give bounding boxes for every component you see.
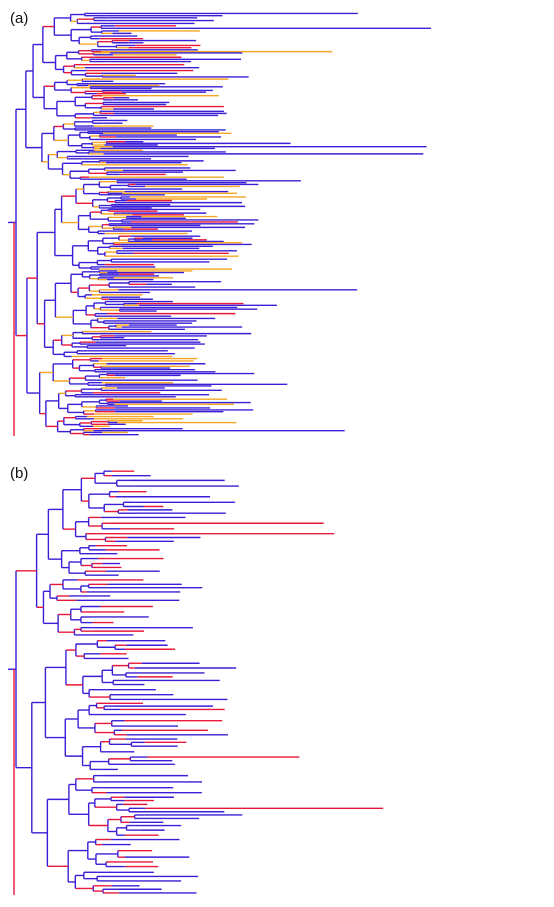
tree-panel-b: (b) bbox=[0, 455, 554, 907]
phylogenetic-tree-b bbox=[8, 470, 384, 895]
phylogenetic-tree-a bbox=[8, 12, 431, 436]
panel-label-b: (b) bbox=[10, 465, 29, 482]
tree-panel-a: (a) bbox=[0, 0, 554, 450]
panel-label-a: (a) bbox=[10, 10, 29, 27]
